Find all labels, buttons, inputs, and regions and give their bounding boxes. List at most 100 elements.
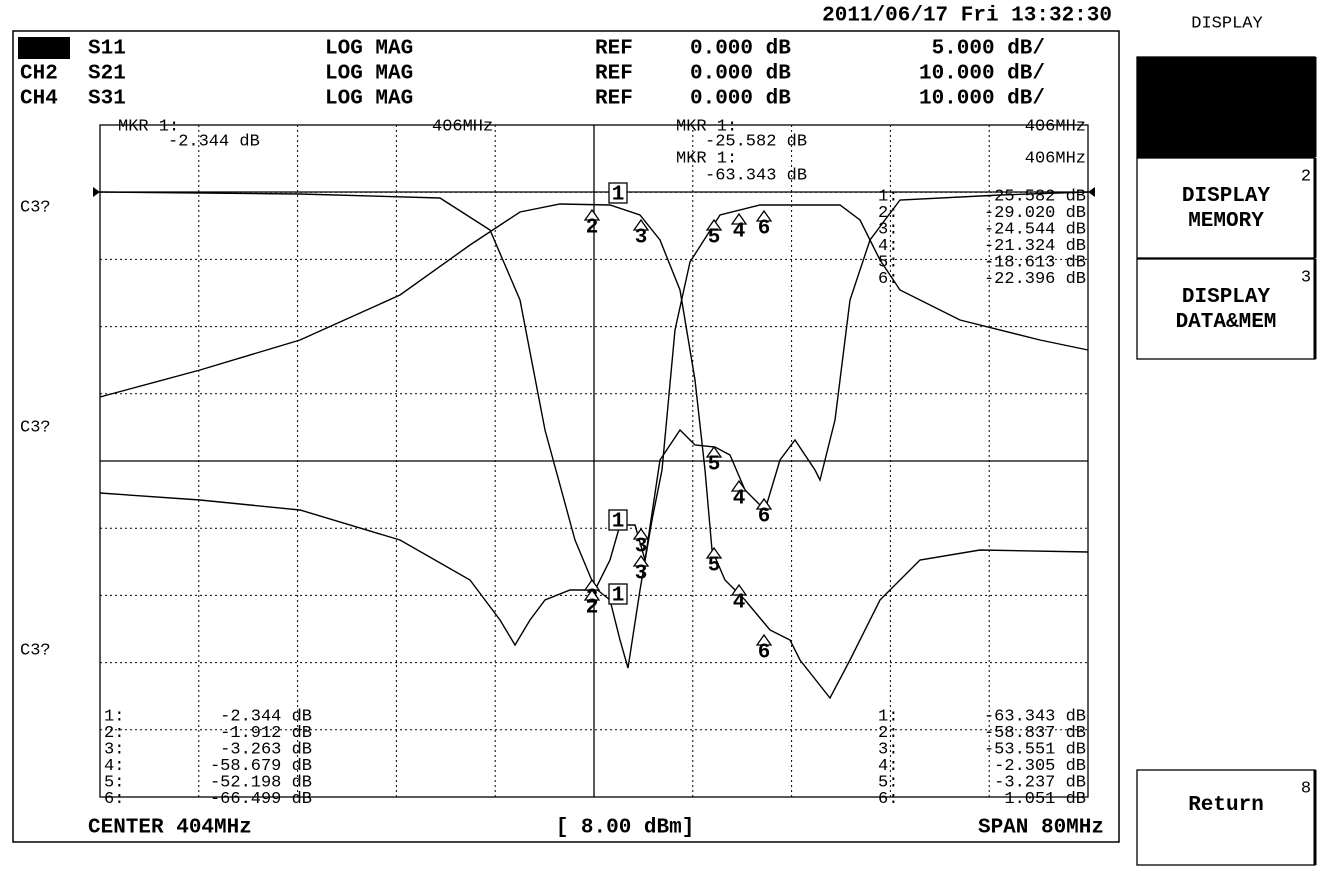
- marker-readout-label: MKR 1:: [118, 117, 179, 136]
- trace: [99, 203, 1089, 700]
- marker-list-number: 3:: [878, 740, 898, 759]
- softkey-label[interactable]: DISPLAY: [1182, 84, 1271, 107]
- channel-ref: 0.000 dB: [690, 88, 791, 111]
- softkey-title: DISPLAY: [1191, 14, 1262, 33]
- softkey-number: 8: [1301, 779, 1311, 798]
- axis-label: C3?: [20, 641, 51, 660]
- marker-triangle: [755, 209, 773, 222]
- trace-marker-label: 4: [733, 592, 746, 615]
- marker-readout-value: -63.343 dB: [705, 166, 807, 185]
- trace-marker-label: 6: [758, 642, 771, 665]
- marker-list-value: -53.551 dB: [984, 740, 1086, 759]
- trace-marker-label: 5: [708, 454, 721, 477]
- axis-label: C3?: [20, 418, 51, 437]
- marker-triangle: [632, 218, 650, 231]
- marker-triangle: [705, 445, 723, 458]
- marker-triangle: [583, 208, 601, 221]
- datetime: 2011/06/17 Fri 13:32:30: [822, 5, 1112, 28]
- channel-channel: CH4: [20, 88, 58, 111]
- marker-list-number: 2:: [878, 204, 898, 223]
- channel-scale: 10.000 dB/: [919, 88, 1045, 111]
- trace-marker-label: 6: [758, 506, 771, 529]
- marker-list-value: -58.837 dB: [984, 724, 1086, 743]
- marker-triangle: [705, 546, 723, 559]
- trace-marker-label: 3: [635, 536, 648, 559]
- softkey[interactable]: [1136, 157, 1316, 259]
- source-power: [ 8.00 dBm]: [556, 817, 695, 840]
- marker-list-number: 5:: [104, 773, 124, 792]
- channel-ref: 0.000 dB: [690, 38, 791, 61]
- marker-list-number: 1:: [878, 187, 898, 206]
- channel-ref-label: REF: [595, 38, 633, 61]
- softkey[interactable]: [1136, 258, 1316, 360]
- marker-list-value: -3.237 dB: [994, 773, 1086, 792]
- marker-list-number: 5:: [878, 773, 898, 792]
- channel-scale: 5.000 dB/: [932, 38, 1045, 61]
- marker-list-value: -18.613 dB: [984, 253, 1086, 272]
- trace-marker-label: 6: [758, 218, 771, 241]
- marker-list-number: 6:: [878, 270, 898, 289]
- marker-triangle: [730, 583, 748, 596]
- active-channel-highlight: [18, 37, 70, 59]
- trace-marker-label: 5: [708, 555, 721, 578]
- channel-format: LOG MAG: [325, 63, 413, 86]
- marker-list-number: 5:: [878, 253, 898, 272]
- trace: [99, 191, 1089, 669]
- marker-triangle: [632, 554, 650, 567]
- trace-marker-label: 2: [586, 597, 599, 620]
- marker-readout-value: -25.582 dB: [705, 132, 807, 151]
- softkey-number: 1: [1301, 66, 1311, 85]
- marker-list-value: -58.679 dB: [210, 757, 312, 776]
- marker-list-number: 1:: [878, 707, 898, 726]
- softkey-number: 3: [1301, 268, 1311, 287]
- marker-readout-freq: 406MHz: [1025, 149, 1086, 168]
- softkey-label[interactable]: MEMORY: [1188, 210, 1264, 233]
- softkey[interactable]: [1136, 56, 1316, 158]
- marker-triangle: [730, 212, 748, 225]
- marker-readout-freq: 406MHz: [1025, 117, 1086, 136]
- trace-marker-label: 3: [635, 227, 648, 250]
- marker-list-number: 6:: [878, 790, 898, 809]
- marker-list-number: 6:: [104, 790, 124, 809]
- channel-ref-label: REF: [595, 63, 633, 86]
- marker-list-number: 3:: [878, 220, 898, 239]
- marker-list-value: -63.343 dB: [984, 707, 1086, 726]
- marker-readout-value: -2.344 dB: [168, 132, 260, 151]
- softkey-label[interactable]: DATA: [1201, 109, 1252, 132]
- marker-list-value: -2.344 dB: [220, 707, 312, 726]
- channel-param: S31: [88, 88, 126, 111]
- marker-list-number: 4:: [878, 237, 898, 256]
- marker-list-number: 2:: [104, 724, 124, 743]
- softkey-label[interactable]: Return: [1188, 794, 1264, 817]
- softkey-label[interactable]: DISPLAY: [1182, 286, 1271, 309]
- marker-triangle: [755, 497, 773, 510]
- marker-list-value: -2.305 dB: [994, 757, 1086, 776]
- softkey-label[interactable]: DISPLAY: [1182, 185, 1271, 208]
- marker-list-value: 1.051 dB: [1004, 790, 1086, 809]
- channel-channel: CH2: [20, 63, 58, 86]
- screen-frame: [12, 30, 1120, 843]
- softkey[interactable]: [1136, 769, 1316, 866]
- active-marker-box: [608, 583, 628, 605]
- channel-param: S21: [88, 63, 126, 86]
- marker-list-value: -25.582 dB: [984, 187, 1086, 206]
- marker-list-number: 2:: [878, 724, 898, 743]
- channel-channel: CH1: [20, 38, 58, 61]
- trace-marker-label: 1: [612, 511, 625, 534]
- marker-readout-label: MKR 1:: [676, 117, 737, 136]
- grid: [100, 125, 1088, 797]
- center-frequency: CENTER 404MHz: [88, 817, 252, 840]
- channel-scale: 10.000 dB/: [919, 63, 1045, 86]
- channel-param: S11: [88, 38, 126, 61]
- softkey-label[interactable]: DATA&MEM: [1176, 311, 1277, 334]
- marker-triangle: [755, 633, 773, 646]
- channel-ref-label: REF: [595, 88, 633, 111]
- marker-list-number: 1:: [104, 707, 124, 726]
- marker-list-value: -66.499 dB: [210, 790, 312, 809]
- marker-list-value: -52.198 dB: [210, 773, 312, 792]
- trace-marker-label: 5: [708, 227, 721, 250]
- marker-readout-label: MKR 1:: [676, 149, 737, 168]
- marker-list-value: -1.912 dB: [220, 724, 312, 743]
